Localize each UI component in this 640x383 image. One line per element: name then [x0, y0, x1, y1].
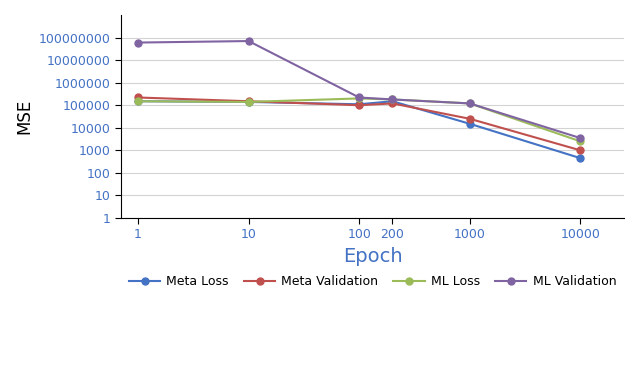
- Line: Meta Loss: Meta Loss: [134, 98, 584, 162]
- ML Validation: [466, 101, 474, 106]
- ML Loss: [355, 96, 363, 101]
- Meta Loss: [577, 156, 584, 160]
- ML Validation: [244, 39, 252, 43]
- ML Validation: [355, 95, 363, 100]
- Meta Loss: [466, 121, 474, 126]
- Legend: Meta Loss, Meta Validation, ML Loss, ML Validation: Meta Loss, Meta Validation, ML Loss, ML …: [124, 270, 621, 293]
- Meta Loss: [134, 99, 142, 103]
- X-axis label: Epoch: Epoch: [343, 247, 403, 266]
- Line: ML Loss: ML Loss: [134, 95, 584, 145]
- Line: ML Validation: ML Validation: [134, 38, 584, 142]
- Meta Loss: [355, 102, 363, 106]
- ML Validation: [134, 40, 142, 45]
- Meta Validation: [466, 116, 474, 121]
- Meta Validation: [577, 148, 584, 152]
- ML Loss: [388, 97, 396, 102]
- Meta Validation: [244, 99, 252, 103]
- Meta Validation: [134, 95, 142, 100]
- Meta Validation: [388, 101, 396, 106]
- Line: Meta Validation: Meta Validation: [134, 94, 584, 154]
- ML Loss: [466, 101, 474, 106]
- ML Validation: [388, 97, 396, 102]
- Meta Loss: [244, 100, 252, 104]
- Meta Loss: [388, 99, 396, 103]
- ML Loss: [134, 99, 142, 103]
- ML Loss: [244, 100, 252, 104]
- ML Loss: [577, 139, 584, 144]
- ML Validation: [577, 136, 584, 140]
- Meta Validation: [355, 103, 363, 108]
- Y-axis label: MSE: MSE: [15, 99, 33, 134]
